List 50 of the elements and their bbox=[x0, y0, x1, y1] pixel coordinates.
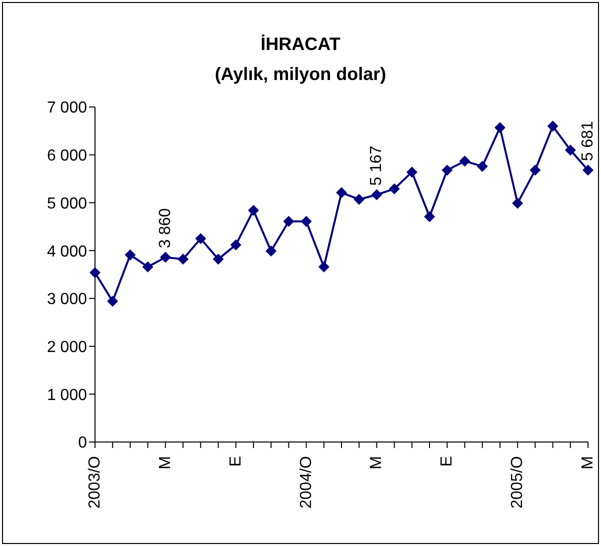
point bbox=[160, 252, 171, 263]
point bbox=[582, 164, 594, 176]
point bbox=[230, 239, 242, 250]
point bbox=[336, 187, 347, 198]
point bbox=[283, 216, 294, 227]
y-tick-label: 5 000 bbox=[46, 195, 88, 212]
chart-subtitle: (Aylık, milyon dolar) bbox=[214, 63, 388, 86]
point bbox=[424, 211, 436, 222]
x-tick-label: M bbox=[156, 456, 174, 470]
data-label: 5 167 bbox=[368, 146, 386, 186]
point bbox=[212, 254, 224, 265]
point bbox=[124, 249, 136, 260]
x-tick-label: E bbox=[227, 456, 244, 467]
x-tick-label: M bbox=[580, 456, 596, 470]
data-label: 5 681 bbox=[580, 120, 596, 162]
point bbox=[494, 122, 506, 134]
point bbox=[442, 164, 453, 176]
point bbox=[266, 246, 277, 257]
y-tick-label: 2 000 bbox=[46, 338, 88, 356]
data-label: 3 860 bbox=[156, 208, 174, 248]
point bbox=[178, 254, 189, 265]
y-tick-label: 6 000 bbox=[46, 148, 88, 165]
x-tick-label: E bbox=[438, 456, 456, 467]
y-tick-label: 3 000 bbox=[46, 291, 88, 308]
point bbox=[90, 267, 100, 278]
point bbox=[248, 204, 259, 216]
point bbox=[354, 194, 365, 205]
point bbox=[318, 261, 330, 272]
point bbox=[564, 144, 576, 156]
y-tick-label: 7 000 bbox=[46, 100, 88, 117]
y-tick-label: 4 000 bbox=[46, 243, 88, 260]
x-tick-label: 2005/O bbox=[509, 456, 526, 508]
y-tick-label: 1 000 bbox=[46, 386, 88, 404]
point bbox=[300, 216, 312, 227]
chart-title: İHRACAT bbox=[260, 33, 342, 56]
point bbox=[107, 296, 118, 307]
point bbox=[195, 233, 206, 244]
point bbox=[371, 189, 382, 200]
point bbox=[476, 160, 488, 172]
x-tick-label: 2003/O bbox=[86, 456, 104, 508]
point bbox=[530, 164, 541, 176]
point bbox=[547, 120, 558, 132]
x-tick-label: M bbox=[368, 456, 386, 470]
point bbox=[512, 198, 524, 209]
y-tick-label: 0 bbox=[78, 434, 88, 452]
point bbox=[388, 183, 400, 194]
point bbox=[142, 261, 154, 272]
point bbox=[406, 166, 418, 178]
point bbox=[459, 156, 470, 167]
x-tick-label: 2004/O bbox=[298, 456, 315, 508]
